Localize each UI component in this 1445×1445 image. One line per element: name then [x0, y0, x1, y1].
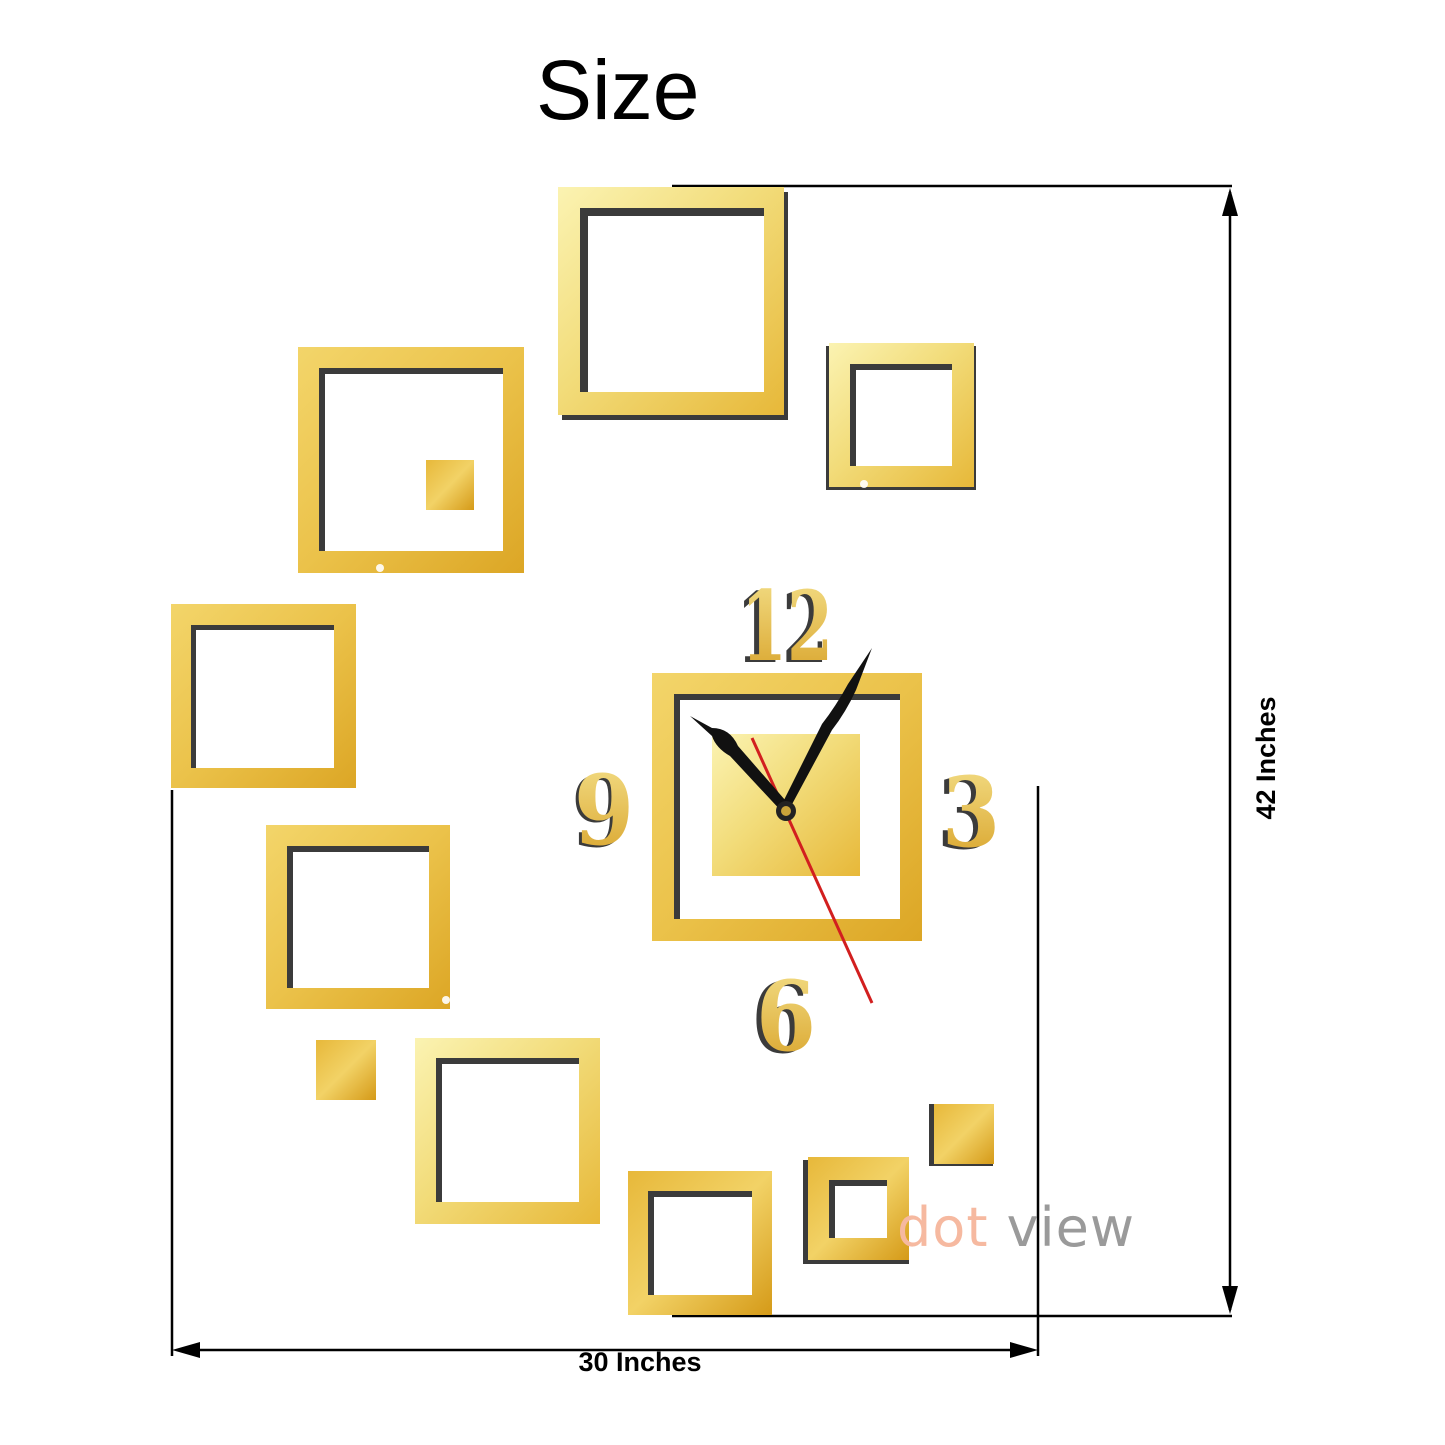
square-upper-left — [298, 347, 524, 573]
brand-watermark: dot view — [897, 1196, 1135, 1260]
arrow-up-icon — [1222, 188, 1238, 216]
watermark-dot: dot — [897, 1196, 989, 1259]
square-bottom-center — [628, 1171, 772, 1315]
numeral-6: 6 — [756, 960, 816, 1073]
width-dimension-label: 30 Inches — [578, 1347, 702, 1377]
sparkle-highlights — [376, 480, 868, 1004]
numeral-12-shadow: 12 — [736, 572, 828, 685]
arrow-left-icon — [172, 1342, 200, 1358]
tiny-square — [426, 460, 474, 510]
square-left — [171, 604, 356, 788]
clock-hands — [690, 648, 874, 1004]
dimension-lines — [170, 184, 1232, 1356]
arrow-down-icon — [1222, 1286, 1238, 1314]
numeral-12: 12 — [741, 570, 833, 683]
square-middle-left — [266, 825, 450, 1009]
numeral-3: 3 — [942, 756, 1000, 869]
square-bottom-left — [415, 1038, 600, 1224]
square-top-right — [826, 343, 976, 490]
second-hand — [750, 737, 874, 1004]
numeral-9: 9 — [574, 754, 634, 867]
numeral-9-shadow: 9 — [571, 756, 631, 869]
square-small-solid-left — [316, 1040, 376, 1100]
square-small-solid-right — [929, 1104, 994, 1166]
watermark-view: view — [1006, 1196, 1136, 1259]
square-bottom-right — [803, 1157, 909, 1264]
square-top-center — [558, 187, 788, 420]
minute-hand — [782, 648, 872, 808]
hour-hand — [690, 716, 792, 814]
numeral-3-shadow: 3 — [937, 758, 995, 871]
clock-numerals: 12 12 3 3 6 6 9 9 — [571, 570, 1000, 1075]
decorative-squares — [171, 187, 994, 1315]
page-title: Size — [536, 43, 700, 137]
arrow-right-icon — [1010, 1342, 1038, 1358]
dimension-arrowheads — [172, 188, 1238, 1358]
height-dimension-label: 42 Inches — [1251, 696, 1281, 820]
numeral-6-shadow: 6 — [751, 962, 811, 1075]
